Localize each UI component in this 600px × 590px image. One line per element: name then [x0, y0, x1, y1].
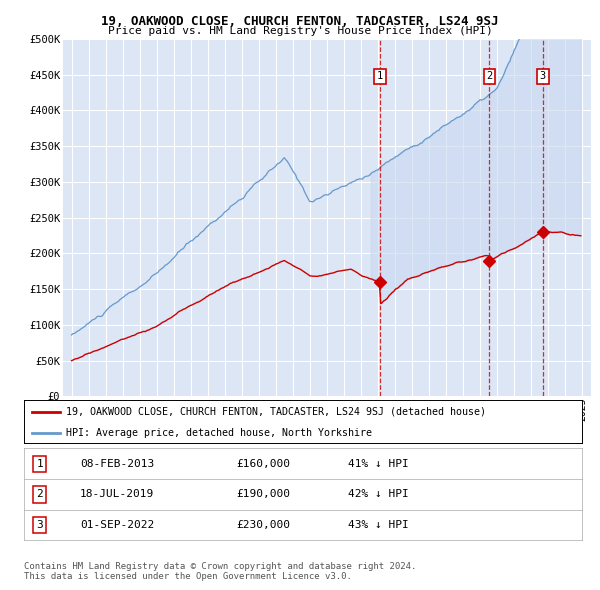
Text: Contains HM Land Registry data © Crown copyright and database right 2024.
This d: Contains HM Land Registry data © Crown c…	[24, 562, 416, 581]
Text: 18-JUL-2019: 18-JUL-2019	[80, 490, 154, 499]
Text: £190,000: £190,000	[236, 490, 290, 499]
Text: 08-FEB-2013: 08-FEB-2013	[80, 459, 154, 468]
Text: £230,000: £230,000	[236, 520, 290, 530]
Text: £160,000: £160,000	[236, 459, 290, 468]
Text: 01-SEP-2022: 01-SEP-2022	[80, 520, 154, 530]
Text: 1: 1	[377, 71, 383, 81]
Text: 3: 3	[539, 71, 546, 81]
Text: 2: 2	[487, 71, 493, 81]
Text: HPI: Average price, detached house, North Yorkshire: HPI: Average price, detached house, Nort…	[66, 428, 372, 438]
Text: 42% ↓ HPI: 42% ↓ HPI	[347, 490, 409, 499]
Text: 43% ↓ HPI: 43% ↓ HPI	[347, 520, 409, 530]
Text: 2: 2	[36, 490, 43, 499]
Text: 19, OAKWOOD CLOSE, CHURCH FENTON, TADCASTER, LS24 9SJ (detached house): 19, OAKWOOD CLOSE, CHURCH FENTON, TADCAS…	[66, 407, 486, 417]
Text: 41% ↓ HPI: 41% ↓ HPI	[347, 459, 409, 468]
Text: 19, OAKWOOD CLOSE, CHURCH FENTON, TADCASTER, LS24 9SJ: 19, OAKWOOD CLOSE, CHURCH FENTON, TADCAS…	[101, 15, 499, 28]
Text: Price paid vs. HM Land Registry's House Price Index (HPI): Price paid vs. HM Land Registry's House …	[107, 26, 493, 36]
Text: 1: 1	[36, 459, 43, 468]
Text: 3: 3	[36, 520, 43, 530]
